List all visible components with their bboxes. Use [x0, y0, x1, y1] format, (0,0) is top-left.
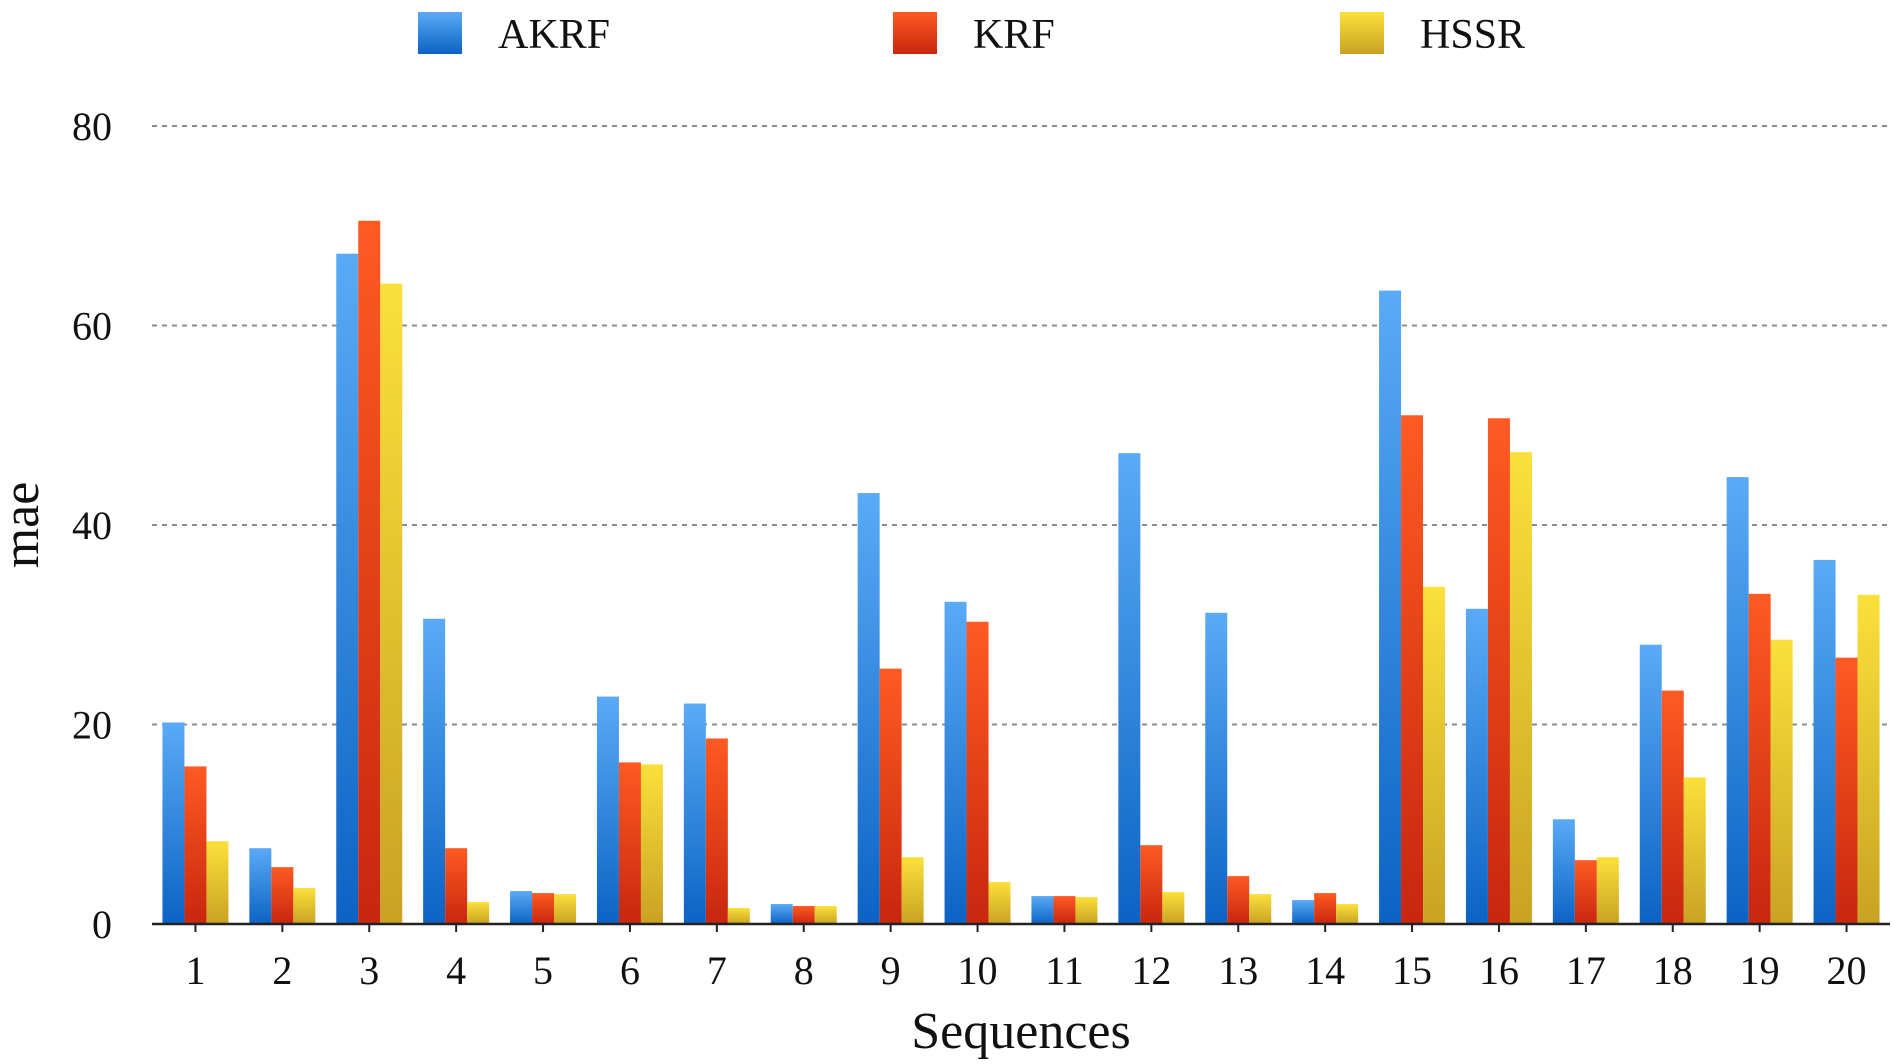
legend-swatch-akrf	[418, 12, 462, 54]
bar-hssr-9	[901, 857, 924, 924]
bar-akrf-20	[1813, 559, 1836, 924]
x-tick-label: 5	[533, 948, 553, 993]
bar-hssr-17	[1596, 857, 1619, 924]
bar-akrf-6	[596, 696, 619, 924]
x-tick-label: 20	[1827, 948, 1867, 993]
bar-hssr-16	[1509, 452, 1532, 924]
bar-akrf-11	[1031, 896, 1054, 924]
x-tick-label: 18	[1653, 948, 1693, 993]
bar-krf-8	[792, 906, 815, 924]
bar-akrf-13	[1205, 612, 1228, 924]
bar-akrf-17	[1552, 819, 1575, 924]
bar-akrf-7	[683, 703, 706, 924]
bar-akrf-18	[1639, 644, 1662, 924]
bar-akrf-3	[336, 253, 359, 924]
bar-krf-17	[1574, 860, 1597, 924]
legend-label-akrf: AKRF	[498, 12, 610, 58]
bar-hssr-3	[380, 283, 403, 925]
bar-hssr-18	[1683, 777, 1706, 924]
bar-hssr-15	[1423, 586, 1446, 924]
bar-krf-2	[271, 867, 294, 924]
bar-akrf-2	[249, 848, 272, 924]
bar-hssr-8	[814, 906, 837, 924]
bar-krf-7	[705, 738, 728, 924]
bar-hssr-1	[206, 841, 229, 924]
gridlines	[152, 125, 1890, 726]
bar-hssr-10	[988, 882, 1011, 924]
bar-akrf-10	[944, 601, 967, 924]
bar-krf-6	[618, 762, 641, 924]
y-tick-label: 60	[72, 304, 112, 349]
bar-hssr-7	[727, 908, 750, 924]
bar-krf-19	[1748, 593, 1771, 924]
x-tick-label: 17	[1566, 948, 1606, 993]
bar-hssr-5	[554, 894, 577, 924]
bar-akrf-19	[1726, 477, 1749, 924]
bar-hssr-12	[1162, 892, 1185, 924]
y-axis-title: mae	[0, 482, 50, 569]
bar-hssr-6	[640, 764, 663, 924]
bar-krf-3	[358, 220, 381, 924]
bar-akrf-1	[162, 722, 185, 924]
x-tick-label: 9	[881, 948, 901, 993]
x-tick-label: 14	[1305, 948, 1345, 993]
bar-krf-11	[1053, 896, 1076, 924]
x-tick-label: 15	[1392, 948, 1432, 993]
bar-akrf-9	[857, 493, 880, 924]
bar-krf-15	[1401, 415, 1424, 924]
y-tick-label: 20	[72, 703, 112, 748]
bar-hssr-14	[1336, 904, 1359, 924]
legend-label-hssr: HSSR	[1420, 12, 1525, 58]
bar-krf-9	[879, 668, 902, 924]
x-tick-label: 6	[620, 948, 640, 993]
bar-krf-20	[1835, 657, 1858, 924]
bar-hssr-19	[1770, 639, 1793, 924]
x-tick-label: 7	[707, 948, 727, 993]
y-tick-label: 80	[72, 104, 112, 149]
bar-hssr-20	[1857, 594, 1880, 924]
bar-akrf-5	[510, 891, 533, 924]
bar-akrf-8	[770, 904, 793, 924]
x-tick-label: 11	[1045, 948, 1084, 993]
bar-akrf-16	[1465, 608, 1488, 924]
x-tick-label: 12	[1131, 948, 1171, 993]
y-tick-label: 40	[72, 503, 112, 548]
legend-label-krf: KRF	[973, 12, 1055, 58]
x-tick-label: 1	[185, 948, 205, 993]
bar-hssr-4	[467, 902, 490, 924]
bar-krf-5	[532, 893, 555, 924]
bar-krf-16	[1487, 418, 1510, 924]
x-tick-label: 13	[1218, 948, 1258, 993]
bar-krf-13	[1227, 876, 1250, 924]
x-tick-label: 16	[1479, 948, 1519, 993]
x-axis-title: Sequences	[911, 1003, 1130, 1060]
bar-krf-12	[1140, 845, 1163, 924]
legend: AKRF KRF HSSR	[418, 12, 1525, 58]
x-tick-label: 8	[794, 948, 814, 993]
bar-akrf-14	[1292, 900, 1315, 924]
bar-krf-1	[184, 766, 207, 924]
bar-akrf-12	[1118, 453, 1141, 924]
bar-akrf-15	[1379, 290, 1402, 924]
bar-krf-14	[1314, 893, 1337, 924]
bar-hssr-13	[1249, 894, 1272, 924]
x-tick-label: 10	[958, 948, 998, 993]
bar-hssr-2	[293, 888, 316, 924]
x-tick-label: 2	[272, 948, 292, 993]
legend-swatch-krf	[893, 12, 937, 54]
x-tick-label: 3	[359, 948, 379, 993]
bar-akrf-4	[423, 618, 446, 924]
bar-krf-10	[966, 621, 989, 924]
bar-krf-4	[445, 848, 468, 924]
bar-krf-18	[1661, 690, 1684, 924]
bars	[162, 220, 1880, 925]
x-tick-label: 19	[1740, 948, 1780, 993]
bar-hssr-11	[1075, 897, 1098, 924]
x-tick-label: 4	[446, 948, 466, 993]
legend-swatch-hssr	[1340, 12, 1384, 54]
y-tick-label: 0	[92, 902, 112, 947]
